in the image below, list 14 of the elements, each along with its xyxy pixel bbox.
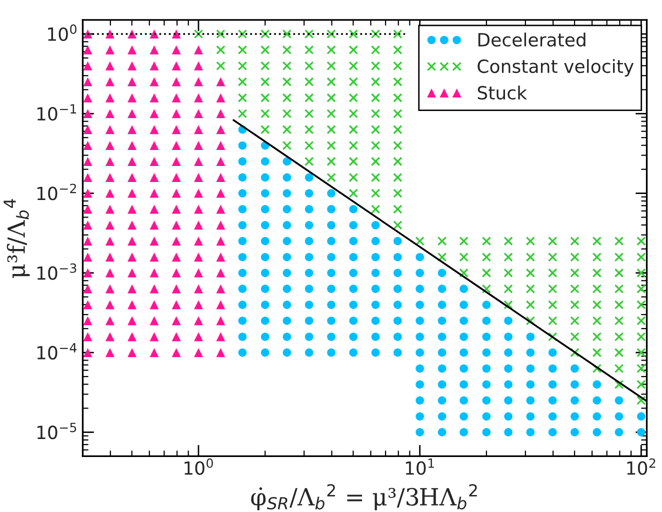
y-tick-label: 10$^{0}$ <box>48 24 76 41</box>
y-tick-label: 10$^{−5}$ <box>37 422 76 440</box>
x-axis-title: φ̇$_{SR}$/Λ$_{b}$$^{2}$ = μ³/3HΛ$_{b}$$^{2}$ <box>251 484 477 510</box>
legend-label: Constant velocity <box>478 59 634 77</box>
legend-label: Decelerated <box>478 32 586 47</box>
y-axis-title: μ³f/Λ$_{b}$$^{4}$ <box>4 199 30 278</box>
x-tick-label: 10$^{2}$ <box>627 458 656 475</box>
legend-label: Stuck <box>478 86 527 100</box>
y-tick-label: 10$^{−1}$ <box>37 104 76 121</box>
x-tick-label: 10$^{0}$ <box>184 458 213 475</box>
y-tick-label: 10$^{−4}$ <box>37 343 77 360</box>
y-tick-label: 10$^{−3}$ <box>37 263 76 280</box>
y-tick-label: 10$^{−2}$ <box>37 184 76 200</box>
x-tick-label: 10$^{1}$ <box>406 458 434 475</box>
